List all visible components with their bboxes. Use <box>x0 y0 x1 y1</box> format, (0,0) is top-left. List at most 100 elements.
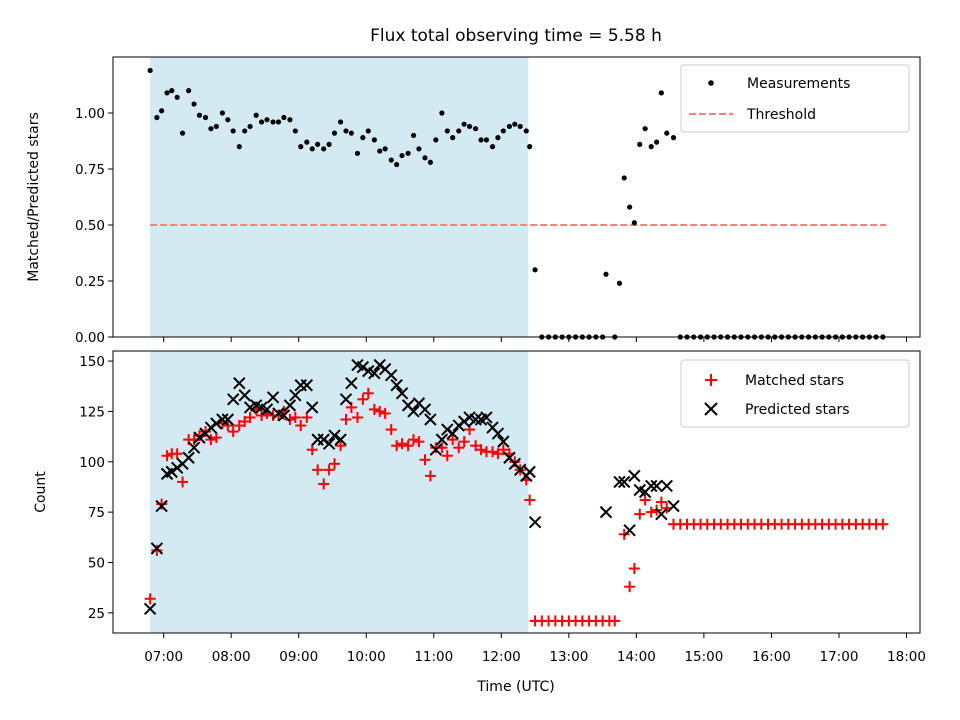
counts-y-axis: 25 50 75 100 125 150 <box>79 354 113 622</box>
measurement-point <box>309 146 315 152</box>
measurement-point <box>621 175 627 181</box>
predicted-stars-point <box>328 429 341 442</box>
predicted-stars-point <box>216 413 229 426</box>
predicted-x-b <box>645 479 658 493</box>
matched-stars-point <box>487 446 499 458</box>
predicted-x-b <box>486 421 499 434</box>
matched-stars-point <box>645 506 657 518</box>
predicted-stars-point <box>497 435 510 448</box>
predicted-x-b <box>401 399 415 412</box>
predicted-x-b <box>469 413 482 426</box>
predicted-stars-point <box>645 479 658 493</box>
measurement-point <box>527 144 533 150</box>
matched-stars-point <box>256 409 268 421</box>
x-tick-label: 17:00 <box>820 649 859 665</box>
predicted-stars-point <box>210 417 223 430</box>
measurement-point <box>405 150 411 156</box>
predicted-x-b <box>182 451 195 464</box>
predicted-x-b <box>424 413 437 426</box>
measurement-point <box>427 159 433 165</box>
matched-stars-point <box>171 448 183 460</box>
predicted-stars-point <box>390 379 403 392</box>
y-tick-label: 0.25 <box>75 274 105 290</box>
matched-stars-point <box>396 438 408 450</box>
measurement-point <box>422 155 428 161</box>
predicted-x-b <box>322 437 336 450</box>
predicted-x-b <box>412 397 426 410</box>
measurement-point <box>213 123 219 130</box>
predicted-stars-point <box>523 465 536 479</box>
measurement-point <box>154 114 160 121</box>
x-tick-label: 10:00 <box>347 649 386 665</box>
ratio-legend: Measurements Threshold <box>680 64 910 133</box>
matched-stars-point <box>144 593 156 605</box>
predicted-x-b <box>339 393 353 406</box>
measurement-point <box>433 137 439 143</box>
measurement-point <box>506 123 513 130</box>
counts-x-axis: 07:00 08:00 09:00 10:00 11:00 12:00 13:00 14:00… <box>144 633 926 665</box>
predicted-x-b <box>362 364 375 378</box>
predicted-stars-point <box>187 441 201 454</box>
matched-stars-point <box>419 454 431 466</box>
predicted-x-b <box>523 465 536 479</box>
predicted-stars-point <box>155 499 168 513</box>
measurement-point <box>147 67 153 74</box>
matched-stars-point <box>609 615 621 627</box>
ratio-shaded-interval <box>150 57 529 337</box>
matched-stars-point <box>301 411 313 423</box>
x-tick-label: 07:00 <box>144 649 183 665</box>
y-tick-label: 100 <box>79 455 105 471</box>
predicted-stars-point <box>283 399 297 412</box>
matched-stars-point <box>453 442 465 454</box>
predicted-stars-point <box>238 389 251 402</box>
predicted-x-b <box>289 389 302 402</box>
measurement-point <box>202 114 209 121</box>
predicted-stars-point <box>528 516 542 529</box>
measurement-point <box>394 161 400 168</box>
matched-stars-point <box>357 393 369 405</box>
predicted-x-b <box>143 602 157 616</box>
y-tick-label: 75 <box>88 505 105 521</box>
measurement-point <box>164 90 170 96</box>
predicted-x-b <box>390 379 403 392</box>
measurement-point <box>670 135 677 141</box>
predicted-stars-point <box>623 524 636 537</box>
predicted-stars-point <box>628 469 641 483</box>
predicted-stars-point <box>435 433 449 446</box>
measurement-point <box>466 123 473 130</box>
measurement-point <box>225 117 231 123</box>
predicted-stars-point <box>322 437 336 450</box>
matched-stars-point <box>402 440 414 452</box>
predicted-x-b <box>150 542 164 555</box>
predicted-x-b <box>306 401 319 414</box>
predicted-x-b <box>491 427 505 440</box>
matched-stars-point <box>156 498 168 510</box>
y-tick-label: 0.00 <box>75 330 105 346</box>
predicted-x-b <box>514 463 527 477</box>
legend-predicted-marker <box>704 402 718 416</box>
measurement-point <box>637 141 643 147</box>
matched-stars-point <box>877 518 889 530</box>
y-tick-label: 125 <box>79 404 105 420</box>
measurement-point <box>495 135 501 141</box>
measurement-point <box>287 117 293 123</box>
matched-stars-point <box>639 494 651 506</box>
measurement-point <box>219 110 226 116</box>
matched-stars-point <box>624 581 636 593</box>
predicted-stars-point <box>660 479 673 493</box>
predicted-stars-point <box>385 368 398 382</box>
matched-stars-point <box>458 436 470 448</box>
measurement-point <box>371 137 377 143</box>
predicted-stars-point <box>289 389 302 402</box>
legend-predicted-label: Predicted stars <box>745 402 850 418</box>
counts-legend-box <box>680 359 910 428</box>
predicted-stars-point <box>491 427 505 440</box>
predicted-x-b <box>497 435 510 448</box>
measurement-point <box>321 146 327 152</box>
legend-matched-marker <box>705 374 717 386</box>
predicted-stars-point <box>618 475 631 489</box>
measurement-point <box>196 112 203 118</box>
x-tick-label: 18:00 <box>887 649 926 665</box>
matched-stars-point <box>151 544 163 556</box>
predicted-x-b <box>508 457 522 471</box>
